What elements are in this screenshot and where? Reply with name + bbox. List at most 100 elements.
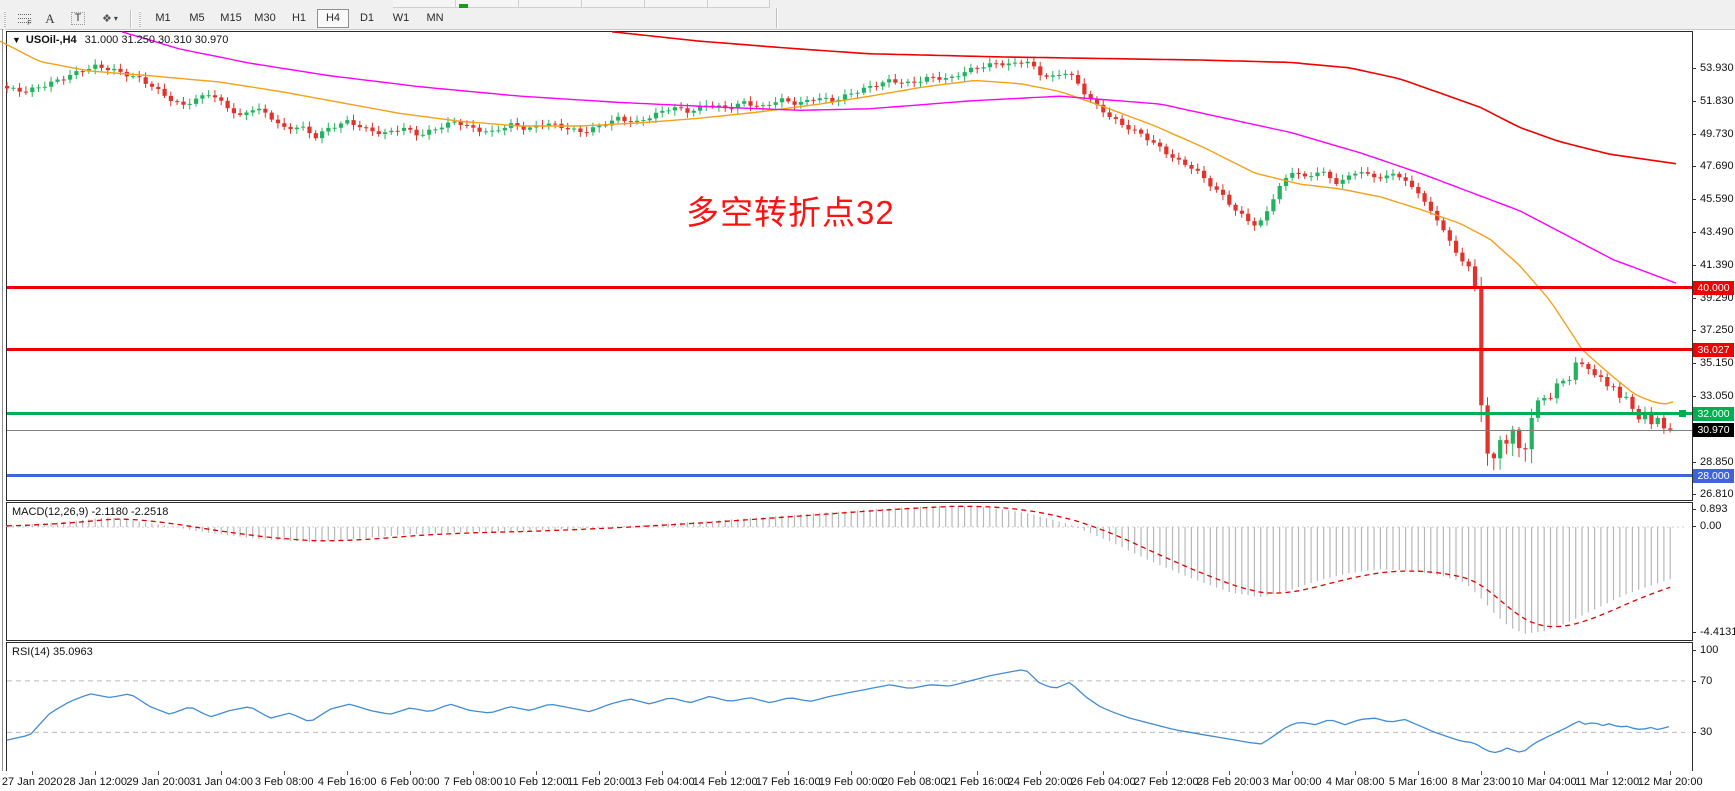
indicator-axis-label: 0.893	[1700, 503, 1728, 515]
rsi-pane[interactable]	[6, 642, 1693, 772]
chevron-down-icon[interactable]: ▼	[12, 35, 21, 45]
time-tick	[1418, 771, 1420, 775]
axis-tick	[1692, 732, 1696, 733]
time-tick-label: 17 Feb 16:00	[755, 776, 821, 788]
timeframe-button-h1[interactable]: H1	[291, 12, 307, 24]
text-label-icon: T	[70, 12, 86, 25]
time-axis[interactable]: 27 Jan 2020 28 Jan 12:00 29 Jan 20:00 31 Ja…	[0, 771, 1735, 791]
macd-pane[interactable]	[6, 502, 1693, 641]
price-tick	[1692, 330, 1696, 332]
symbol-timeframe: USOil-,H4	[25, 34, 77, 46]
price-tick	[1692, 133, 1696, 135]
toolbar-grip[interactable]	[3, 10, 8, 27]
hline-handle[interactable]	[1679, 409, 1686, 417]
time-tick	[1229, 771, 1231, 775]
time-tick	[977, 771, 979, 775]
timeframe-button-mn[interactable]: MN	[426, 12, 444, 24]
current-price-line	[7, 429, 1692, 431]
time-tick	[788, 771, 790, 775]
toolbar-endcap	[776, 8, 778, 28]
main-chart-pane[interactable]	[0, 31, 1693, 501]
time-tick	[473, 771, 475, 775]
price-tick-label: 26.810	[1700, 488, 1734, 501]
time-tick-label: 29 Jan 20:00	[126, 776, 190, 788]
chart-annotation-text[interactable]: 多空转折点32	[686, 194, 895, 231]
clipped-green-indicator	[459, 4, 468, 8]
hline-resistance-40[interactable]	[7, 285, 1692, 289]
timeframe-toolbar: M1 M5 M15 M30 H1 H4 D1 W1 MN	[146, 9, 452, 28]
indicator-axis-label: 70	[1700, 675, 1713, 687]
rsi-line	[6, 669, 1670, 754]
toolbar: F A T ❖ ▾ M1 M5 M15 M30 H1 H4 D1 W1 MN	[0, 8, 1735, 29]
hline-pivot-32[interactable]	[7, 409, 1692, 417]
ohlc-values: 31.000 31.250 30.310 30.970	[84, 34, 229, 46]
draw-text-label-button[interactable]: T	[64, 9, 92, 29]
indicator-axis-label: 30	[1700, 726, 1713, 738]
axis-tick	[1692, 632, 1696, 633]
time-tick-label: 28 Jan 12:00	[63, 776, 127, 788]
clipped-button	[582, 0, 645, 8]
clipped-button	[645, 0, 708, 8]
time-tick-label: 3 Feb 08:00	[254, 776, 314, 788]
timeframe-button-m5[interactable]: M5	[189, 12, 205, 24]
axis-tick	[1692, 509, 1696, 510]
macd-label: MACD(12,26,9) -2.1180 -2.2518	[12, 506, 169, 518]
time-tick-label: 24 Feb 20:00	[1007, 776, 1073, 788]
time-tick	[1544, 771, 1546, 775]
price-tick-label: 28.850	[1700, 456, 1734, 468]
fibonacci-button[interactable]: F	[12, 9, 36, 29]
clipped-button	[393, 0, 456, 8]
time-tick-label: 10 Feb 12:00	[503, 776, 569, 788]
indicator-axis-label: -4.4131	[1700, 626, 1735, 638]
time-tick-label: 7 Feb 08:00	[443, 776, 503, 788]
price-tick-label: 45.590	[1700, 193, 1734, 206]
price-tick	[1692, 199, 1696, 201]
price-tick-label: 41.390	[1700, 259, 1734, 271]
price-tick	[1692, 166, 1696, 168]
toolbar-chart-divider	[0, 29, 1735, 30]
timeframe-button-w1[interactable]: W1	[392, 12, 410, 24]
macd-chart[interactable]	[0, 502, 1692, 641]
time-tick-label: 28 Feb 20:00	[1196, 776, 1262, 788]
draw-text-button[interactable]: A	[38, 9, 62, 29]
window-left-edge	[2, 29, 3, 791]
time-tick-label: 3 Mar 00:00	[1262, 776, 1322, 788]
price-tick-label: 51.830	[1700, 94, 1734, 107]
toolbar-grip[interactable]	[138, 10, 143, 27]
text-icon: A	[45, 10, 55, 26]
time-tick-label: 21 Feb 16:00	[944, 776, 1010, 788]
time-tick	[1355, 771, 1357, 775]
hline-support-28[interactable]	[7, 474, 1692, 478]
timeframe-button-d1[interactable]: D1	[359, 12, 375, 24]
time-tick-label: 10 Mar 04:00	[1511, 776, 1577, 788]
clipped-button	[456, 0, 519, 8]
timeframe-button-h4[interactable]: H4	[317, 9, 349, 28]
timeframe-button-m1[interactable]: M1	[155, 12, 171, 24]
time-tick	[1103, 771, 1105, 775]
price-tick-label: 39.290	[1700, 291, 1734, 304]
axis-tick	[1692, 681, 1696, 682]
rsi-chart[interactable]	[0, 642, 1692, 772]
price-tick-label: 43.490	[1700, 226, 1734, 238]
time-tick	[158, 771, 160, 775]
price-tick-label: 53.930	[1700, 62, 1734, 74]
indicator-axis-label: 100	[1700, 644, 1719, 656]
price-axis[interactable]: 53.930 51.830 49.730 47.690 45.590 43.490 41.3…	[1692, 31, 1735, 501]
price-label-resistance-40: 40.000	[1693, 280, 1734, 295]
timeframe-button-m30[interactable]: M30	[254, 12, 276, 24]
time-tick	[1670, 771, 1672, 775]
time-tick-label: 20 Feb 08:00	[881, 776, 947, 788]
chart-title: ▼ USOil-,H4 31.000 31.250 30.310 30.970	[12, 34, 228, 46]
candlestick-chart[interactable]	[0, 31, 1692, 501]
timeframe-button-m15[interactable]: M15	[220, 12, 242, 24]
time-tick	[95, 771, 97, 775]
time-tick	[347, 771, 349, 775]
price-tick-label: 33.050	[1700, 390, 1734, 403]
price-tick	[1692, 265, 1696, 266]
hline-resistance-36[interactable]	[7, 348, 1692, 352]
time-tick-label: 31 Jan 04:00	[189, 776, 253, 788]
price-tick	[1692, 494, 1696, 496]
chevron-down-icon: ▾	[113, 14, 118, 23]
arrows-button[interactable]: ❖ ▾	[94, 9, 126, 29]
